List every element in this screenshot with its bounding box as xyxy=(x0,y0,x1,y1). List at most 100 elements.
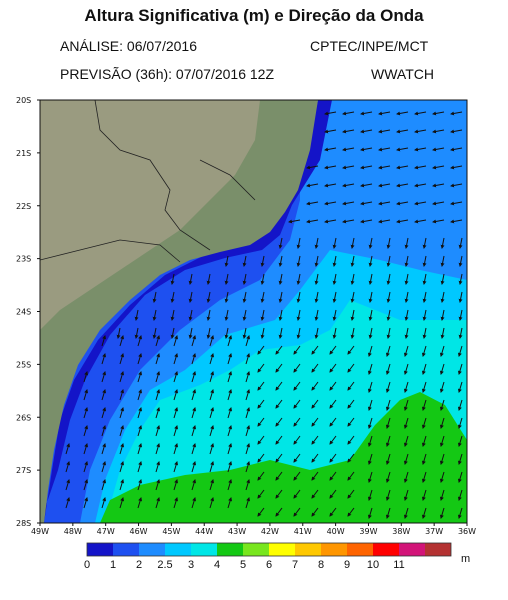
wave-arrow xyxy=(116,327,121,339)
wave-arrow xyxy=(404,255,409,267)
lon-label: 48W xyxy=(64,527,82,536)
lat-label: 23S xyxy=(16,255,31,264)
lon-label: 40W xyxy=(327,527,345,536)
wave-arrow xyxy=(347,399,355,409)
wave-arrow xyxy=(173,497,179,509)
wave-arrow xyxy=(378,165,391,170)
wave-arrow xyxy=(439,345,445,357)
wave-arrow xyxy=(101,461,107,473)
wave-arrow xyxy=(324,219,337,224)
wave-arrow xyxy=(119,353,125,365)
wave-arrow xyxy=(368,273,373,285)
colorbar-swatch xyxy=(399,543,425,556)
colorbar-swatch xyxy=(87,543,113,556)
wave-arrow xyxy=(224,291,229,303)
wave-arrow xyxy=(119,335,125,347)
wave-arrow xyxy=(227,497,233,509)
wave-arrow xyxy=(450,201,463,206)
wave-arrow xyxy=(293,507,301,517)
wave-arrow xyxy=(242,327,247,339)
wave-arrow xyxy=(332,255,337,267)
wave-arrow xyxy=(275,435,283,445)
wave-arrow xyxy=(350,291,355,303)
wave-arrow xyxy=(360,201,373,206)
wave-arrow xyxy=(137,407,143,419)
wave-arrow xyxy=(137,479,143,491)
state-borders xyxy=(40,100,256,263)
wave-arrow xyxy=(324,183,337,188)
land-highland xyxy=(40,100,260,330)
wave-arrow xyxy=(242,273,247,285)
wave-arrow xyxy=(119,371,125,383)
wave-arrow xyxy=(311,363,319,373)
wave-arrow xyxy=(191,479,197,491)
wave-arrow xyxy=(368,237,373,249)
wave-arrow xyxy=(360,219,373,224)
wave-arrow xyxy=(439,507,445,519)
lon-label: 42W xyxy=(261,527,279,536)
wave-arrow xyxy=(457,417,463,429)
wave-arrow xyxy=(224,309,229,321)
colorbar-label: 11 xyxy=(393,559,404,571)
wave-arrow xyxy=(414,129,427,134)
lat-label: 25S xyxy=(16,360,31,369)
wave-arrow xyxy=(385,381,391,393)
wave-arrow xyxy=(386,255,391,267)
wave-arrow xyxy=(245,389,251,401)
wave-arrow xyxy=(170,309,175,321)
wave-arrow xyxy=(173,425,179,437)
wave-arrow xyxy=(119,389,125,401)
wave-arrow xyxy=(209,407,215,419)
wave-arrow xyxy=(119,407,125,419)
wave-arrow xyxy=(191,389,197,401)
wave-arrow xyxy=(367,435,373,447)
wave-arrow xyxy=(396,129,409,134)
wave-arrow xyxy=(101,353,107,365)
wave-arrow xyxy=(414,165,427,170)
lon-label: 45W xyxy=(162,527,180,536)
wave-arrow xyxy=(311,417,319,427)
lon-label: 38W xyxy=(392,527,410,536)
wave-arrow xyxy=(350,327,355,339)
colorbar-unit: m xyxy=(461,553,470,565)
wave-arrow xyxy=(403,345,409,357)
lat-label: 24S xyxy=(16,308,31,317)
wave-arrow xyxy=(432,165,445,170)
wave-arrow xyxy=(396,201,409,206)
wave-arrow xyxy=(155,407,161,419)
wave-arrow xyxy=(329,435,337,445)
wave-arrow xyxy=(360,183,373,188)
wave-arrow xyxy=(329,363,337,373)
lat-label: 22S xyxy=(16,202,31,211)
wave-arrow xyxy=(278,273,283,285)
wave-arrow xyxy=(257,381,265,391)
wave-arrow xyxy=(421,489,427,501)
lon-label: 49W xyxy=(31,527,49,536)
wave-arrow xyxy=(278,309,283,321)
wave-arrow xyxy=(209,335,215,347)
wave-arrow xyxy=(119,425,125,437)
wave-arrow xyxy=(378,111,391,116)
lon-label: 39W xyxy=(359,527,377,536)
wave-arrow xyxy=(396,219,409,224)
wave-arrow xyxy=(421,507,427,519)
wave-arrow xyxy=(440,291,445,303)
wave-arrow xyxy=(342,129,355,134)
wave-arrow xyxy=(83,479,89,491)
colorbar-swatch xyxy=(269,543,295,556)
wave-arrow xyxy=(173,461,179,473)
colorbar-label: 10 xyxy=(367,559,379,571)
wave-arrow xyxy=(342,111,355,116)
wave-arrow xyxy=(432,111,445,116)
wave-arrow xyxy=(396,165,409,170)
wave-arrow xyxy=(385,345,391,357)
wave-arrow xyxy=(257,363,265,373)
wave-arrow xyxy=(83,407,89,419)
wave-arrow xyxy=(173,389,179,401)
lon-label: 46W xyxy=(129,527,147,536)
wave-arrow xyxy=(432,147,445,152)
wave-arrow xyxy=(450,129,463,134)
wave-arrow xyxy=(227,335,233,347)
wave-arrow xyxy=(450,147,463,152)
wave-arrow xyxy=(329,507,337,517)
